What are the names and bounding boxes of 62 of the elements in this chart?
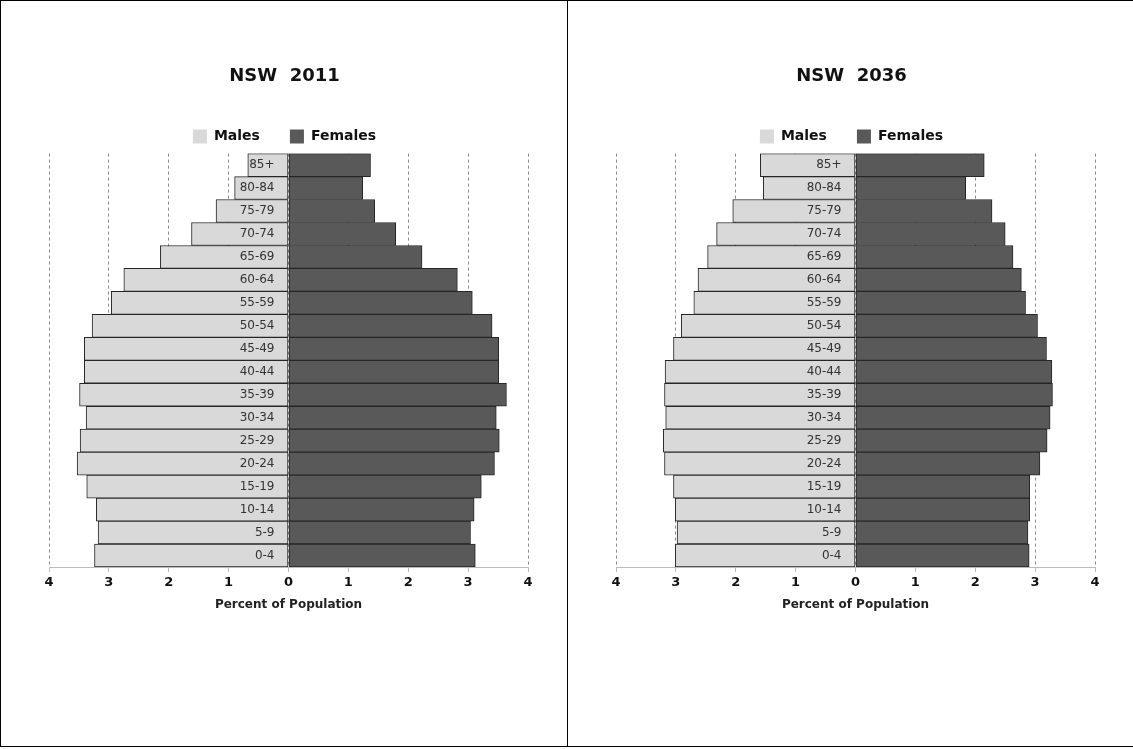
- x-tick-label: 2: [970, 574, 980, 590]
- chart-title: NSW 2011: [229, 64, 340, 86]
- y-tick-label: 55-59: [239, 295, 275, 310]
- y-tick-label: 40-44: [239, 363, 275, 378]
- legend-label: Females: [877, 127, 944, 144]
- y-tick-label: 30-34: [239, 409, 275, 424]
- y-tick-label: 75-79: [239, 203, 275, 218]
- legend-label: Males: [213, 127, 260, 144]
- y-tick-label: 25-29: [239, 432, 275, 447]
- x-tick-label: 3: [463, 574, 473, 590]
- x-axis-title: Percent of Population: [781, 596, 930, 611]
- y-tick-label: 85+: [249, 157, 275, 172]
- y-tick-label: 20-24: [806, 455, 842, 470]
- y-tick-label: 20-24: [239, 455, 275, 470]
- x-tick-label: 2: [731, 574, 741, 590]
- y-tick-label: 60-64: [239, 272, 275, 287]
- y-tick-label: 60-64: [806, 272, 842, 287]
- y-tick-label: 65-69: [806, 249, 842, 264]
- y-tick-label: 10-14: [806, 501, 842, 516]
- y-tick-label: 10-14: [239, 501, 275, 516]
- x-tick-label: 4: [611, 574, 621, 590]
- y-tick-label: 75-79: [806, 203, 842, 218]
- y-tick-label: 5-9: [254, 524, 275, 539]
- y-tick-label: 65-69: [239, 249, 275, 264]
- legend-label: Females: [310, 127, 377, 144]
- y-tick-label: 45-49: [806, 340, 842, 355]
- x-tick-label: 2: [403, 574, 413, 590]
- y-tick-label: 70-74: [239, 226, 275, 241]
- y-tick-label: 0-4: [821, 547, 842, 562]
- y-tick-label: 55-59: [806, 295, 842, 310]
- x-tick-label: 1: [910, 574, 920, 590]
- y-tick-label: 80-84: [239, 180, 275, 195]
- y-tick-label: 35-39: [806, 386, 842, 401]
- x-tick-label: 1: [224, 574, 234, 590]
- x-tick-label: 1: [791, 574, 801, 590]
- chart-title: NSW 2036: [796, 64, 907, 86]
- y-tick-label: 0-4: [254, 547, 275, 562]
- y-tick-label: 45-49: [239, 340, 275, 355]
- y-tick-label: 50-54: [239, 317, 275, 332]
- y-tick-label: 80-84: [806, 180, 842, 195]
- x-tick-label: 3: [104, 574, 114, 590]
- y-tick-label: 15-19: [806, 478, 842, 493]
- y-tick-label: 70-74: [806, 226, 842, 241]
- x-axis-title: Percent of Population: [214, 596, 363, 611]
- y-tick-label: 85+: [816, 157, 842, 172]
- y-tick-label: 50-54: [806, 317, 842, 332]
- x-tick-label: 4: [1090, 574, 1100, 590]
- x-tick-label: 0: [283, 574, 294, 590]
- x-tick-label: 3: [671, 574, 681, 590]
- y-tick-label: 25-29: [806, 432, 842, 447]
- y-tick-label: 15-19: [239, 478, 275, 493]
- legend-label: Males: [780, 127, 827, 144]
- x-tick-label: 0: [850, 574, 861, 590]
- y-tick-label: 35-39: [239, 386, 275, 401]
- x-tick-label: 4: [44, 574, 54, 590]
- x-tick-label: 2: [164, 574, 174, 590]
- x-tick-label: 1: [343, 574, 353, 590]
- x-tick-label: 4: [523, 574, 533, 590]
- y-tick-label: 30-34: [806, 409, 842, 424]
- x-tick-label: 3: [1030, 574, 1040, 590]
- y-tick-label: 40-44: [806, 363, 842, 378]
- y-tick-label: 5-9: [821, 524, 842, 539]
